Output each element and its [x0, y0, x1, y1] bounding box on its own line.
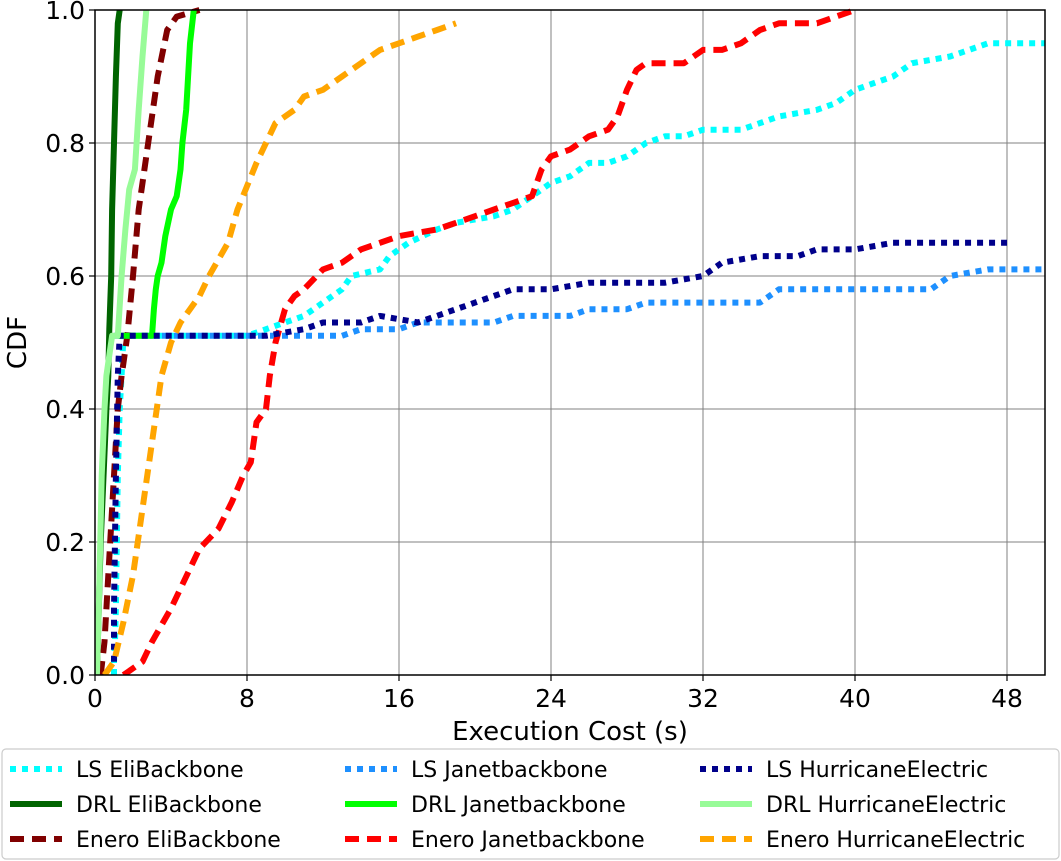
- axis-ticks: 0 8 16 24 32 40 48 0.0 0.2 0.4 0.6 0.8 1.0: [45, 0, 1023, 713]
- legend: LS EliBackbone DRL EliBackbone Enero EliBa…: [1, 748, 1060, 860]
- y-axis-label: CDF: [3, 316, 33, 369]
- x-tick-label: 16: [383, 684, 415, 713]
- series-group: [95, 7, 1045, 675]
- series-line-6: [111, 239, 1007, 662]
- series-line-0: [111, 40, 1045, 675]
- y-tick-label: 1.0: [45, 0, 85, 25]
- series-line-3: [114, 266, 1045, 339]
- y-tick-label: 0.0: [45, 661, 85, 690]
- legend-label: DRL Janetbackbone: [411, 793, 626, 818]
- series-line-7: [95, 9, 150, 675]
- series-line-2: [97, 7, 201, 675]
- x-tick-label: 0: [87, 684, 103, 713]
- legend-label: Enero HurricaneElectric: [766, 828, 1025, 853]
- y-tick-label: 0.6: [45, 262, 85, 291]
- grid-lines: [94, 9, 1045, 676]
- plot-frame: [94, 9, 1046, 676]
- series-line-8: [102, 20, 457, 675]
- legend-box: [1, 748, 1060, 860]
- x-tick-label: 48: [991, 684, 1023, 713]
- legend-label: Enero EliBackbone: [76, 828, 281, 853]
- series-line-4: [117, 9, 197, 339]
- x-tick-label: 8: [239, 684, 255, 713]
- legend-label: LS Janetbackbone: [411, 758, 607, 783]
- legend-label: DRL HurricaneElectric: [766, 793, 1006, 818]
- y-tick-label: 0.4: [45, 395, 85, 424]
- legend-label: LS EliBackbone: [76, 758, 244, 783]
- x-axis-label: Execution Cost (s): [452, 717, 688, 747]
- series-layer: [95, 7, 1045, 675]
- x-tick-label: 24: [535, 684, 567, 713]
- series-line-5: [121, 7, 856, 675]
- x-tick-label: 40: [839, 684, 871, 713]
- y-tick-label: 0.8: [45, 129, 85, 158]
- legend-label: DRL EliBackbone: [76, 793, 262, 818]
- legend-label: LS HurricaneElectric: [766, 758, 988, 783]
- x-tick-label: 32: [687, 684, 719, 713]
- y-tick-label: 0.2: [45, 528, 85, 557]
- legend-label: Enero Janetbackbone: [411, 828, 645, 853]
